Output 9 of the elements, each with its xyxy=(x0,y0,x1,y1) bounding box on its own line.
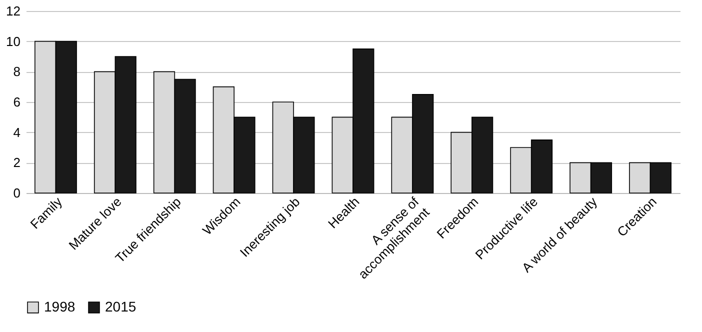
y-tick-label: 2 xyxy=(13,155,20,170)
y-tick-label: 8 xyxy=(13,64,20,80)
legend-label: 1998 xyxy=(44,298,76,314)
y-tick-label: 0 xyxy=(13,186,20,200)
y-tick-label: 10 xyxy=(6,34,20,49)
y-tick-label: 4 xyxy=(13,124,20,140)
y-tick-label: 6 xyxy=(13,94,20,110)
y-tick-label: 12 xyxy=(6,4,20,18)
legend-label: 2015 xyxy=(105,298,136,314)
